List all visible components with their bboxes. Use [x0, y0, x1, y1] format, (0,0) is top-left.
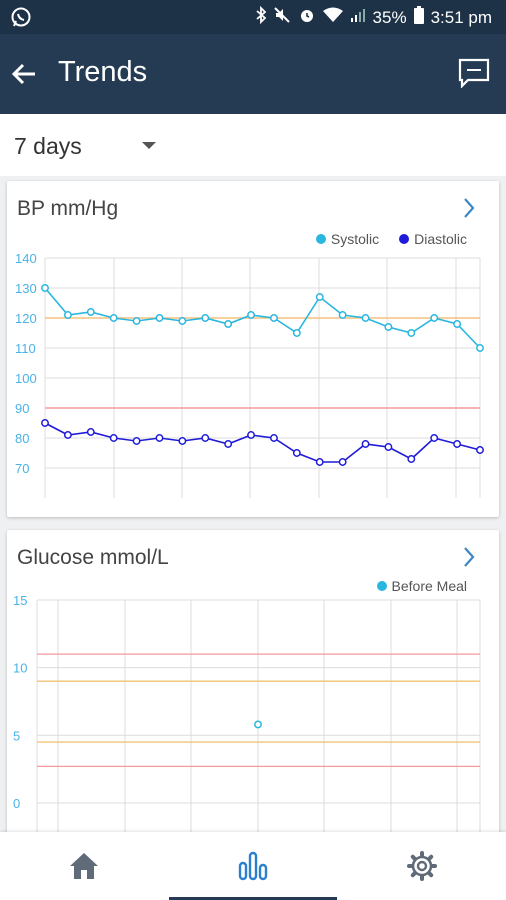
diastolic-point	[86, 428, 95, 436]
mute-icon	[273, 6, 291, 29]
systolic-point	[269, 314, 278, 322]
systolic-point	[201, 314, 210, 322]
dropdown-caret-icon	[142, 142, 156, 149]
y-tick-label: 120	[15, 311, 37, 326]
systolic-point	[86, 308, 95, 316]
whatsapp-notification-icon	[10, 6, 32, 33]
bp-legend: Systolic Diastolic	[315, 231, 467, 247]
y-tick-label: 110	[15, 341, 36, 356]
glucose-legend: Before Meal	[376, 578, 467, 594]
diastolic-point	[63, 431, 72, 439]
glucose-card-title: Glucose mmol/L	[17, 546, 169, 569]
battery-icon	[413, 6, 424, 29]
signal-icon	[350, 7, 366, 28]
status-bar: 35% 3:51 pm	[0, 0, 506, 34]
systolic-point	[292, 329, 301, 337]
systolic-point	[224, 320, 233, 328]
glucose-chart: 0 5 10 15	[13, 593, 481, 850]
systolic-point	[453, 320, 462, 328]
bluetooth-icon	[255, 5, 266, 29]
systolic-point	[361, 314, 370, 322]
systolic-point	[407, 329, 416, 337]
systolic-point	[109, 314, 118, 322]
y-tick-label: 70	[15, 461, 29, 476]
trends-icon	[238, 851, 268, 881]
nav-trends[interactable]	[169, 832, 337, 900]
bp-chart: 70 80 90 100 110 120 130 140	[15, 251, 484, 498]
diastolic-point	[41, 419, 49, 427]
diastolic-point	[453, 440, 462, 448]
y-tick-label: 80	[15, 431, 29, 446]
glucose-card[interactable]: Glucose mmol/L Before Meal 0 5 10 15	[7, 530, 499, 850]
app-bar: Trends	[0, 34, 506, 114]
before-meal-legend-label: Before Meal	[391, 578, 467, 594]
diastolic-point	[338, 458, 347, 466]
systolic-point	[384, 323, 393, 331]
diastolic-point	[201, 434, 210, 442]
y-tick-label: 0	[13, 796, 20, 811]
before-meal-legend-dot	[376, 581, 387, 591]
diastolic-point	[476, 446, 484, 454]
bp-card[interactable]: BP mm/Hg Systolic Diastolic 70 80 90 100 110…	[7, 181, 499, 517]
y-tick-label: 130	[15, 281, 37, 296]
systolic-point	[315, 293, 324, 301]
diastolic-point	[315, 458, 324, 466]
before-meal-point	[254, 720, 262, 729]
chevron-right-icon[interactable]	[463, 197, 475, 224]
wifi-icon	[322, 7, 343, 28]
clock: 3:51 pm	[430, 7, 492, 27]
systolic-point	[41, 284, 49, 292]
diastolic-line	[44, 422, 481, 463]
systolic-point	[476, 344, 484, 352]
diastolic-legend-label: Diastolic	[414, 231, 467, 247]
systolic-point	[430, 314, 439, 322]
diastolic-point	[109, 434, 118, 442]
battery-percent: 35%	[372, 7, 407, 27]
diastolic-point	[361, 440, 370, 448]
nav-settings[interactable]	[338, 832, 506, 900]
diastolic-point	[384, 443, 393, 451]
home-icon	[70, 853, 98, 879]
chevron-right-icon[interactable]	[463, 546, 475, 573]
period-selector-value: 7 days	[14, 133, 82, 159]
systolic-legend-label: Systolic	[330, 231, 380, 247]
y-tick-label: 5	[13, 728, 20, 743]
diastolic-point	[430, 434, 439, 442]
systolic-legend-dot	[315, 234, 326, 244]
diastolic-point	[132, 437, 141, 445]
status-icons: 35% 3:51 pm	[255, 5, 492, 29]
diastolic-legend-dot	[399, 234, 410, 244]
systolic-point	[132, 317, 141, 325]
y-tick-label: 90	[15, 401, 29, 416]
back-arrow-icon[interactable]	[10, 60, 38, 93]
alarm-icon	[298, 6, 316, 29]
diastolic-point	[178, 437, 187, 445]
diastolic-point	[292, 449, 301, 457]
diastolic-point	[407, 455, 416, 463]
y-tick-label: 140	[15, 251, 37, 266]
chat-icon[interactable]	[458, 58, 490, 93]
systolic-point	[63, 311, 72, 319]
nav-home[interactable]	[0, 832, 168, 900]
page-title: Trends	[58, 56, 148, 88]
y-tick-label: 15	[13, 593, 27, 608]
settings-icon	[407, 851, 437, 881]
bp-card-title: BP mm/Hg	[17, 197, 119, 220]
systolic-point	[338, 311, 347, 319]
systolic-point	[178, 317, 187, 325]
systolic-point	[155, 314, 164, 322]
period-selector[interactable]: 7 days	[0, 114, 506, 176]
y-tick-label: 10	[13, 661, 27, 676]
y-tick-label: 100	[15, 371, 37, 386]
diastolic-point	[155, 434, 164, 442]
bottom-navigation	[0, 832, 506, 900]
systolic-point	[247, 311, 256, 319]
diastolic-point	[269, 434, 278, 442]
diastolic-point	[247, 431, 256, 439]
diastolic-point	[224, 440, 233, 448]
